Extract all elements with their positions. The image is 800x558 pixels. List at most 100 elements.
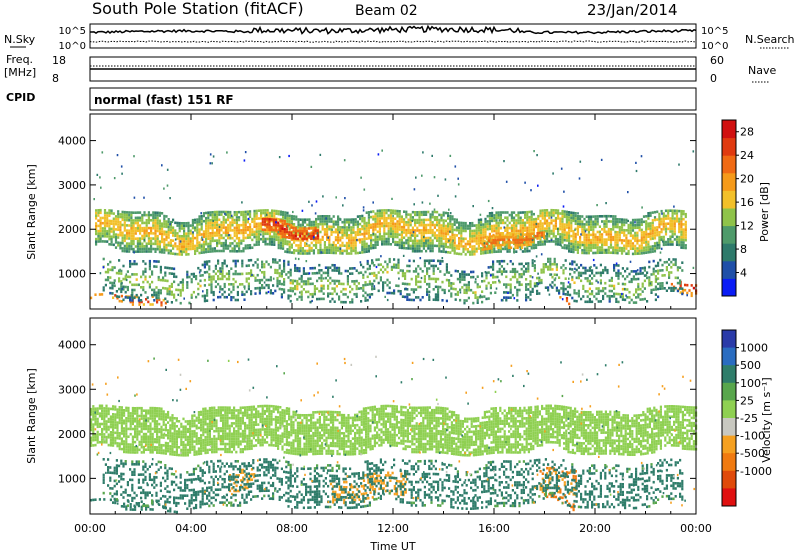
heatmap-cell — [509, 250, 511, 253]
heatmap-cell — [97, 225, 99, 228]
heatmap-cell — [175, 276, 177, 279]
heatmap-cell — [226, 296, 228, 299]
heatmap-cell — [124, 227, 126, 230]
heatmap-cell — [279, 267, 281, 270]
heatmap-cell — [185, 248, 187, 251]
heatmap-cell — [578, 292, 580, 295]
heatmap-cell — [198, 223, 200, 226]
heatmap-cell — [236, 224, 238, 227]
heatmap-cell — [534, 269, 536, 272]
heatmap-cell — [407, 213, 409, 216]
heatmap-cell — [378, 271, 380, 274]
heatmap-cell — [130, 217, 132, 220]
heatmap-cell — [399, 226, 401, 229]
heatmap-cell — [536, 232, 538, 235]
heatmap-cell — [314, 285, 316, 288]
heatmap-cell — [103, 289, 105, 292]
heatmap-cell — [466, 289, 468, 292]
heatmap-cell — [187, 227, 189, 230]
heatmap-cell — [238, 240, 240, 243]
heatmap-cell — [623, 247, 625, 250]
heatmap-cell — [603, 231, 605, 234]
heatmap-cell — [568, 232, 570, 235]
heatmap-cell — [569, 286, 571, 289]
heatmap-cell — [176, 224, 178, 227]
heatmap-cell — [282, 233, 284, 236]
heatmap-cell — [660, 252, 662, 254]
heatmap-cell — [528, 229, 530, 232]
heatmap-cell — [587, 290, 589, 293]
heatmap-cell — [530, 243, 532, 246]
heatmap-cell — [477, 286, 479, 289]
heatmap-cell — [636, 250, 638, 253]
heatmap-cell — [128, 237, 130, 240]
heatmap-cell — [142, 260, 144, 263]
heatmap-cell — [416, 242, 418, 245]
heatmap-cell — [555, 225, 557, 228]
heatmap-cell — [205, 220, 207, 223]
heatmap-cell — [241, 293, 243, 296]
heatmap-cell — [166, 267, 168, 270]
heatmap-cell — [313, 223, 315, 226]
heatmap-cell — [632, 219, 634, 222]
heatmap-cell — [106, 222, 108, 225]
heatmap-cell — [589, 298, 591, 301]
heatmap-cell — [403, 210, 405, 213]
heatmap-cell — [358, 282, 360, 285]
heatmap-cell — [368, 234, 370, 237]
heatmap-cell — [324, 220, 326, 223]
heatmap-cell — [667, 215, 669, 218]
heatmap-cell — [397, 272, 399, 275]
heatmap-cell — [503, 291, 505, 294]
heatmap-cell — [588, 244, 590, 247]
heatmap-cell — [240, 229, 242, 232]
heatmap-cell — [183, 222, 185, 225]
heatmap-cell — [157, 225, 159, 228]
heatmap-cell — [111, 241, 113, 244]
heatmap-cell — [312, 232, 314, 235]
heatmap-cell — [214, 219, 216, 222]
heatmap-cell — [219, 296, 221, 299]
heatmap-cell — [546, 240, 548, 243]
heatmap-cell — [243, 298, 245, 301]
heatmap-cell — [672, 243, 674, 246]
heatmap-cell — [190, 237, 192, 240]
heatmap-cell — [499, 233, 501, 236]
heatmap-cell — [242, 237, 244, 240]
heatmap-cell — [415, 278, 417, 281]
heatmap-cell — [401, 218, 403, 221]
heatmap-cell — [225, 232, 227, 235]
heatmap-cell — [412, 211, 414, 214]
heatmap-cell — [619, 247, 621, 250]
heatmap-cell — [553, 212, 555, 215]
heatmap-cell — [163, 220, 165, 223]
heatmap-cell — [217, 275, 219, 278]
heatmap-cell — [133, 237, 135, 240]
heatmap-cell — [553, 232, 555, 235]
heatmap-cell — [127, 270, 129, 273]
heatmap-cell — [685, 221, 687, 224]
heatmap-cell — [680, 218, 682, 221]
heatmap-cell — [384, 268, 386, 271]
heatmap-cell — [514, 276, 516, 279]
heatmap-cell — [205, 233, 207, 236]
heatmap-cell — [498, 230, 500, 233]
heatmap-cell — [531, 229, 533, 232]
heatmap-cell — [148, 250, 150, 253]
heatmap-cell — [654, 232, 656, 235]
heatmap-cell — [448, 282, 450, 285]
heatmap-cell — [576, 292, 578, 295]
heatmap-cell — [628, 240, 630, 243]
heatmap-cell — [351, 298, 353, 301]
heatmap-cell — [490, 239, 492, 242]
heatmap-cell — [568, 224, 570, 227]
heatmap-cell — [122, 242, 124, 245]
heatmap-cell — [260, 215, 262, 218]
heatmap-cell — [665, 210, 667, 213]
heatmap-cell — [480, 231, 482, 234]
heatmap-cell — [317, 223, 319, 226]
heatmap-cell — [274, 290, 276, 293]
heatmap-cell — [170, 226, 172, 229]
heatmap-cell — [538, 277, 540, 280]
heatmap-cell — [349, 291, 351, 294]
